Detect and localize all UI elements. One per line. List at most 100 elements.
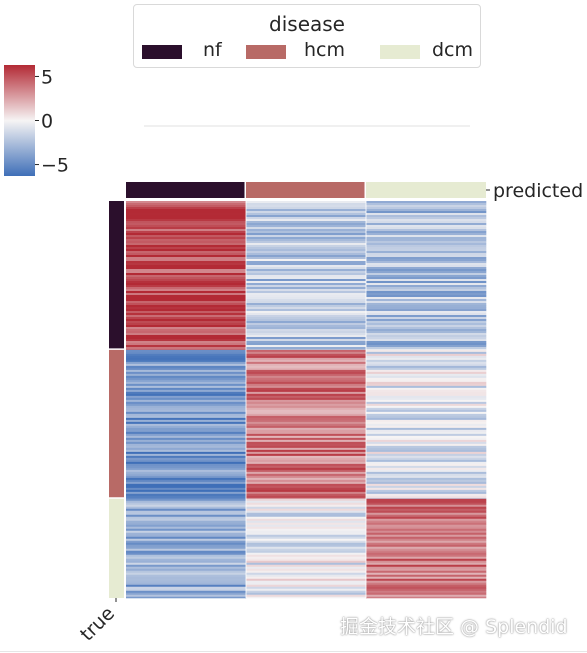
heatmap-cell [126,345,247,348]
heatmap-cell [126,544,247,548]
heatmap-cell [246,433,367,437]
heatmap-cell [366,243,487,246]
heatmap-cell [126,491,247,495]
heatmap-cell [126,229,247,232]
heatmap-cell [366,271,487,274]
heatmap-cell [126,239,247,242]
heatmap-cell [126,508,247,512]
heatmap-cell [366,265,487,268]
heatmap-cell [246,263,367,266]
legend-label-dcm: dcm [432,39,474,61]
heatmap-cell [126,411,247,415]
heatmap-cell [366,582,487,586]
heatmap-cell [366,259,487,262]
heatmap-cell [246,297,367,300]
heatmap-cell [366,536,487,540]
heatmap-cell [246,233,367,236]
heatmap-cell [126,407,247,411]
heatmap-cell [246,449,367,453]
heatmap-cell [126,481,247,485]
heatmap-cell [246,572,367,576]
legend-label-hcm: hcm [304,39,345,61]
heatmap-cell [246,465,367,469]
heatmap-cell [366,281,487,284]
heatmap-cell [126,504,247,508]
heatmap-cell [366,413,487,417]
heatmap-cell [126,487,247,491]
heatmap-cell [126,588,247,592]
heatmap-cell [366,351,487,355]
heatmap-cell [246,269,367,272]
heatmap-cell [126,225,247,228]
heatmap-cell [366,289,487,292]
heatmap-cell [246,498,367,502]
heatmap-cell [126,441,247,445]
heatmap-cell [126,281,247,284]
heatmap-cell [246,235,367,238]
heatmap-cell [246,301,367,304]
heatmap-cell [246,489,367,493]
heatmap-cell [126,469,247,473]
heatmap-cell [366,337,487,340]
heatmap-cell [246,319,367,322]
heatmap-cell [126,381,247,385]
heatmap-cell [246,477,367,481]
heatmap-cell [246,413,367,417]
heatmap-cell [246,375,367,379]
heatmap-cell [366,498,487,502]
heatmap-cell [366,475,487,479]
heatmap-cell [126,516,247,520]
heatmap-cell [126,528,247,532]
heatmap-cell [246,586,367,590]
heatmap-cell [366,205,487,208]
heatmap-cell [126,317,247,320]
heatmap-cell [366,520,487,524]
heatmap-cell [126,367,247,371]
heatmap-cell [126,377,247,381]
heatmap-cell [126,431,247,435]
heatmap-cell [126,439,247,443]
disease-legend: disease nf hcm dcm [133,4,481,68]
heatmap-cell [366,231,487,234]
heatmap-cell [246,393,367,397]
legend-swatch-nf [142,45,182,59]
heatmap-cell [366,546,487,550]
heatmap-cell [366,257,487,260]
heatmap-cell [366,401,487,405]
heatmap-cell [246,564,367,568]
heatmap-cell [126,417,247,421]
heatmap-cell [366,365,487,369]
heatmap-cell [366,568,487,572]
heatmap-cell [246,483,367,487]
heatmap-cell [246,369,367,373]
heatmap-cell [366,477,487,481]
heatmap-cell [366,429,487,433]
heatmap-cell [366,229,487,232]
heatmap-cell [246,584,367,588]
heatmap-cell [366,554,487,558]
heatmap-cell [246,251,367,254]
heatmap-cell [246,209,367,212]
heatmap-cell [126,435,247,439]
heatmap-cell [246,357,367,361]
heatmap-cell [366,441,487,445]
heatmap-cell [366,301,487,304]
heatmap-cell [246,267,367,270]
heatmap-cell [126,443,247,447]
heatmap-cell [366,540,487,544]
heatmap-cell [126,285,247,288]
heatmap-cell [246,536,367,540]
bottom-rule [0,651,587,652]
heatmap-cell [366,500,487,504]
heatmap-cell [366,247,487,250]
heatmap-cell [126,594,247,598]
heatmap-cell [246,455,367,459]
heatmap-cell [366,435,487,439]
heatmap-cell [366,373,487,377]
heatmap-cell [126,247,247,250]
heatmap-cell [366,417,487,421]
heatmap-cell [366,235,487,238]
heatmap-cell [246,221,367,224]
heatmap-cell [366,209,487,212]
